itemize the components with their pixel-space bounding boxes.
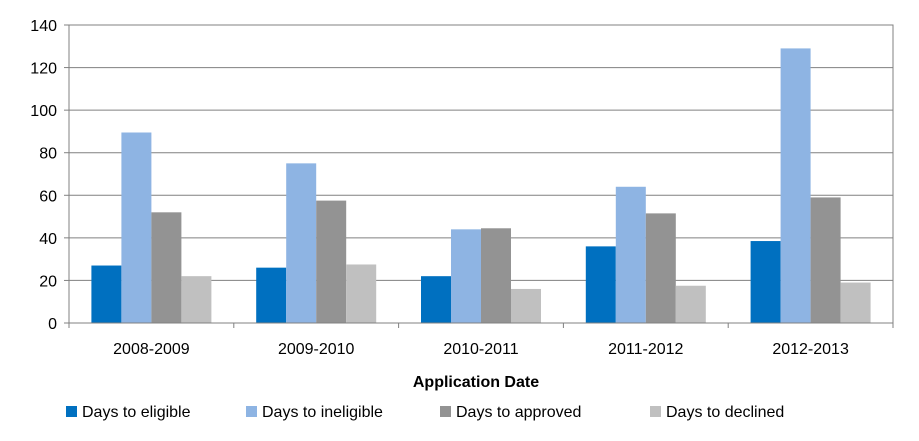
- bar-days-to-eligible-2011-2012: [585, 246, 616, 323]
- y-tick-label: 60: [39, 188, 57, 205]
- legend-swatch-days-to-ineligible: [246, 406, 257, 417]
- bar-days-to-declined-2011-2012: [675, 285, 706, 323]
- legend-swatch-days-to-approved: [440, 406, 451, 417]
- x-tick-label: 2011-2012: [608, 341, 683, 358]
- y-tick-label: 80: [39, 146, 57, 163]
- bar-days-to-ineligible-2009-2010: [286, 163, 317, 323]
- legend-swatch-days-to-declined: [650, 406, 661, 417]
- bar-days-to-ineligible-2012-2013: [780, 48, 811, 324]
- bar-days-to-approved-2009-2010: [316, 200, 347, 323]
- legend: Days to eligible Days to ineligible Days t…: [66, 404, 784, 421]
- x-tick-label: 2012-2013: [772, 341, 849, 358]
- x-axis-title: Application Date: [413, 374, 539, 391]
- y-tick-label: 120: [30, 61, 57, 78]
- bar-days-to-approved-2010-2011: [481, 228, 511, 323]
- x-tick-label: 2009-2010: [278, 341, 355, 358]
- bar-days-to-declined-2009-2010: [346, 264, 377, 323]
- legend-label-days-to-eligible: Days to eligible: [82, 404, 191, 421]
- x-tick-label: 2010-2011: [443, 341, 518, 358]
- legend-label-days-to-ineligible: Days to ineligible: [262, 404, 383, 421]
- legend-label-days-to-approved: Days to approved: [456, 404, 581, 421]
- bars: [91, 48, 871, 324]
- bar-days-to-declined-2010-2011: [511, 288, 541, 323]
- y-tick-label: 20: [39, 273, 57, 290]
- bar-days-to-eligible-2012-2013: [750, 241, 781, 323]
- plot-area-border: [68, 24, 894, 324]
- y-tick-labels: 0 20 40 60 80 100 120 140: [30, 18, 57, 333]
- bar-days-to-approved-2011-2012: [645, 213, 676, 323]
- y-tick-label: 140: [30, 18, 57, 35]
- bar-days-to-approved-2008-2009: [151, 212, 182, 323]
- bar-days-to-eligible-2009-2010: [256, 267, 287, 323]
- legend-swatch-days-to-eligible: [66, 406, 77, 417]
- x-tick-labels: 2008-2009 2009-2010 2010-2011 2011-2012 2012…: [113, 341, 849, 358]
- x-tick-label: 2008-2009: [113, 341, 190, 358]
- bar-days-to-eligible-2008-2009: [91, 265, 122, 323]
- y-tick-label: 40: [39, 231, 57, 248]
- y-tick-label: 100: [30, 103, 57, 120]
- y-tick-label: 0: [48, 316, 57, 333]
- bar-days-to-ineligible-2011-2012: [615, 186, 646, 323]
- bar-days-to-eligible-2010-2011: [421, 276, 451, 323]
- legend-label-days-to-declined: Days to declined: [666, 404, 784, 421]
- bar-days-to-ineligible-2008-2009: [121, 132, 152, 323]
- bar-days-to-ineligible-2010-2011: [451, 229, 481, 323]
- axes: [64, 24, 894, 328]
- bar-days-to-approved-2012-2013: [810, 197, 841, 323]
- bar-days-to-declined-2012-2013: [840, 282, 871, 323]
- bar-days-to-declined-2008-2009: [181, 276, 212, 323]
